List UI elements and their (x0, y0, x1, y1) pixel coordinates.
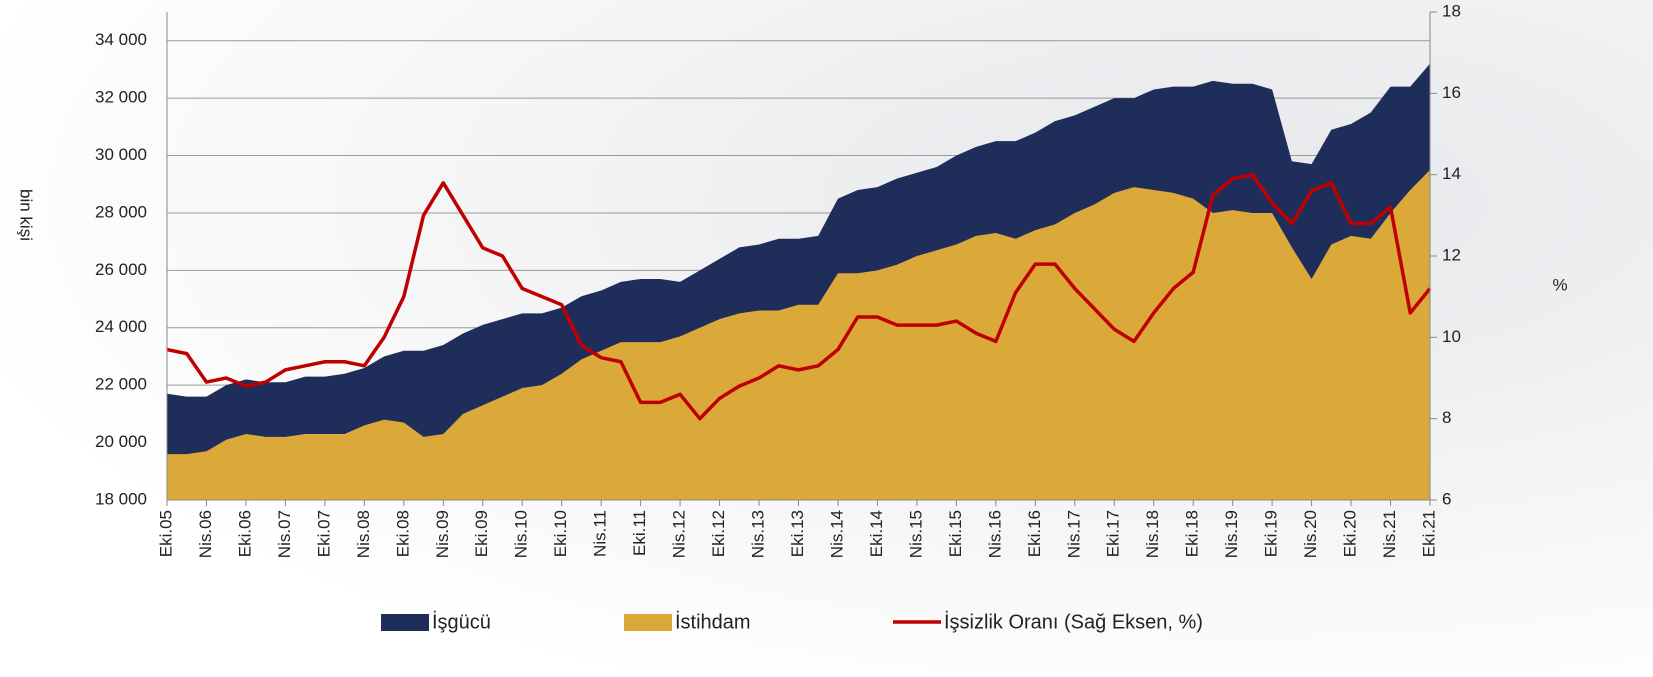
x-tick-label: Nis.09 (433, 510, 452, 558)
y-tick-label: 32 000 (95, 88, 147, 107)
legend-label: İstihdam (675, 610, 751, 633)
y-tick-label: 30 000 (95, 145, 147, 164)
x-tick-label: Nis.17 (1064, 510, 1083, 558)
x-tick-label: Eki.05 (156, 510, 175, 557)
y-tick-label: 34 000 (95, 30, 147, 49)
y-tick-label: 26 000 (95, 260, 147, 279)
x-tick-label: Eki.08 (393, 510, 412, 557)
y2-tick-label: 14 (1442, 164, 1461, 183)
y2-tick-label: 18 (1442, 1, 1461, 20)
x-tick-label: Nis.18 (1143, 510, 1162, 558)
y-tick-label: 24 000 (95, 317, 147, 336)
x-tick-label: Nis.21 (1380, 510, 1399, 558)
y2-tick-label: 8 (1442, 408, 1451, 427)
x-tick-label: Nis.06 (196, 510, 215, 558)
x-tick-label: Nis.15 (906, 510, 925, 558)
y2-tick-label: 16 (1442, 83, 1461, 102)
x-tick-label: Eki.12 (709, 510, 728, 557)
x-tick-label: Nis.14 (827, 510, 846, 558)
x-tick-label: Eki.13 (788, 510, 807, 557)
x-tick-label: Eki.09 (472, 510, 491, 557)
x-tick-label: Nis.16 (985, 510, 1004, 558)
legend: İşgücü İstihdam İşsizlik Oranı (Sağ Eksen,… (381, 610, 1203, 633)
x-tick-label: Nis.13 (749, 510, 768, 558)
legend-swatch (381, 614, 429, 631)
y-axis-title: bin kişi (17, 189, 36, 241)
y-tick-label: 22 000 (95, 375, 147, 394)
legend-label: İşsizlik Oranı (Sağ Eksen, %) (944, 610, 1203, 633)
x-tick-label: Eki.15 (946, 510, 965, 557)
x-tick-label: Eki.16 (1025, 510, 1044, 557)
x-tick-label: Eki.18 (1183, 510, 1202, 557)
y2-tick-label: 10 (1442, 327, 1461, 346)
y-tick-label: 18 000 (95, 489, 147, 508)
plot: 18 000 20 000 22 000 24 000 26 000 28 000 30 0… (95, 1, 1461, 558)
legend-label: İşgücü (432, 610, 491, 633)
y2-tick-label: 12 (1442, 245, 1461, 264)
x-tick-label: Nis.11 (591, 510, 610, 557)
x-tick-label: Eki.21 (1419, 510, 1438, 557)
legend-swatch (624, 614, 672, 631)
x-tick-label: Eki.19 (1262, 510, 1281, 557)
y2-tick-label: 6 (1442, 489, 1451, 508)
y-tick-label: 20 000 (95, 432, 147, 451)
x-tick-label: Nis.20 (1301, 510, 1320, 558)
x-tick-label: Eki.10 (551, 510, 570, 557)
x-tick-label: Eki.17 (1104, 510, 1123, 557)
x-tick-label: Nis.08 (354, 510, 373, 558)
x-tick-label: Eki.11 (630, 510, 649, 556)
line (166, 172, 1432, 421)
x-tick-label: Eki.20 (1341, 510, 1360, 557)
x-tick-label: Nis.12 (670, 510, 689, 558)
y-tick-label: 28 000 (95, 202, 147, 221)
x-tick-label: Eki.06 (235, 510, 254, 557)
y2-axis-title: % (1552, 275, 1567, 294)
x-tick-label: Eki.14 (867, 510, 886, 557)
x-tick-label: Nis.07 (275, 510, 294, 558)
x-tick-label: Nis.19 (1222, 510, 1241, 558)
x-tick-label: Eki.07 (314, 510, 333, 557)
area (167, 169, 1430, 500)
x-tick-label: Nis.10 (512, 510, 531, 558)
